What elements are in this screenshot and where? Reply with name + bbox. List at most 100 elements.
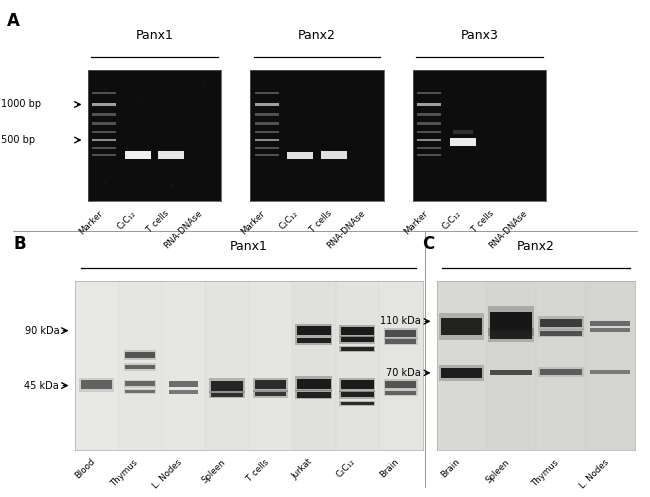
Text: 90 kDa: 90 kDa: [25, 326, 59, 335]
Bar: [417, 122, 441, 125]
Bar: [341, 380, 374, 389]
Text: 500 bp: 500 bp: [1, 135, 35, 145]
Bar: [255, 113, 279, 115]
Bar: [125, 381, 155, 387]
Bar: [118, 281, 162, 450]
Bar: [339, 325, 376, 337]
Bar: [255, 154, 279, 157]
Bar: [417, 139, 441, 141]
Bar: [295, 325, 333, 337]
Bar: [255, 380, 286, 389]
Bar: [295, 376, 333, 392]
Text: T cells: T cells: [471, 209, 496, 235]
Bar: [540, 319, 582, 327]
Bar: [379, 281, 422, 450]
Bar: [439, 365, 484, 381]
Bar: [486, 281, 536, 450]
Bar: [441, 368, 482, 378]
Bar: [341, 337, 374, 342]
Bar: [538, 316, 584, 330]
Point: [99, 177, 110, 185]
Text: Thymus: Thymus: [530, 457, 561, 488]
Bar: [320, 151, 346, 159]
Bar: [339, 378, 376, 392]
Text: Panx2: Panx2: [298, 29, 336, 42]
Bar: [538, 329, 584, 337]
Text: C₂C₁₂: C₂C₁₂: [335, 457, 358, 480]
Bar: [590, 321, 630, 326]
Bar: [81, 380, 112, 389]
Bar: [384, 390, 418, 396]
Bar: [385, 391, 417, 395]
Text: Panx2: Panx2: [517, 241, 555, 253]
Bar: [124, 350, 156, 360]
Bar: [452, 130, 473, 134]
Text: Panx1: Panx1: [229, 241, 268, 253]
Bar: [488, 328, 534, 341]
Text: Brain: Brain: [378, 457, 401, 480]
Text: B: B: [13, 236, 25, 253]
Bar: [339, 346, 376, 352]
Bar: [205, 281, 248, 450]
Bar: [92, 103, 116, 106]
Text: C₂C₁₂: C₂C₁₂: [116, 209, 138, 231]
Bar: [125, 352, 155, 358]
Bar: [590, 328, 630, 331]
Bar: [417, 147, 441, 149]
Text: Spleen: Spleen: [200, 457, 227, 485]
Bar: [255, 103, 279, 106]
Text: T cells: T cells: [308, 209, 333, 235]
Text: T cells: T cells: [244, 457, 270, 483]
Text: RNA-DNAse: RNA-DNAse: [162, 209, 204, 250]
Bar: [92, 131, 116, 133]
Bar: [417, 131, 441, 133]
Text: Jurkat: Jurkat: [290, 457, 314, 481]
Bar: [255, 147, 279, 149]
Text: A: A: [6, 12, 20, 30]
Text: C₂C₁₂: C₂C₁₂: [278, 209, 300, 231]
Text: Panx1: Panx1: [135, 29, 174, 42]
Bar: [92, 113, 116, 115]
Text: Brain: Brain: [439, 457, 462, 480]
Bar: [417, 92, 441, 94]
Text: 70 kDa: 70 kDa: [387, 368, 421, 378]
Bar: [540, 369, 582, 375]
Bar: [490, 369, 532, 375]
Point: [133, 92, 143, 100]
Text: 45 kDa: 45 kDa: [25, 381, 59, 391]
Bar: [255, 392, 286, 397]
Bar: [158, 151, 184, 160]
Bar: [339, 336, 376, 344]
Text: Thymus: Thymus: [109, 457, 140, 488]
Bar: [385, 339, 417, 344]
Bar: [125, 390, 155, 393]
Bar: [255, 139, 279, 141]
Bar: [75, 281, 118, 450]
Bar: [339, 391, 376, 399]
Bar: [92, 92, 116, 94]
Text: RNA-DNAse: RNA-DNAse: [488, 209, 529, 250]
Bar: [295, 337, 333, 345]
Bar: [124, 363, 156, 371]
Text: RNA-DNAse: RNA-DNAse: [325, 209, 367, 250]
Text: T cells: T cells: [146, 209, 171, 235]
Text: L. Nodes: L. Nodes: [151, 457, 183, 490]
Bar: [125, 365, 155, 369]
Bar: [490, 331, 532, 339]
Text: Marker: Marker: [239, 209, 267, 236]
Bar: [162, 281, 205, 450]
Bar: [292, 281, 335, 450]
Bar: [417, 103, 441, 106]
Bar: [450, 138, 476, 146]
Bar: [124, 380, 156, 388]
Bar: [125, 151, 151, 160]
Bar: [297, 327, 331, 335]
Bar: [209, 391, 244, 399]
Bar: [297, 379, 331, 389]
Text: Spleen: Spleen: [484, 457, 511, 485]
Bar: [341, 347, 374, 351]
Bar: [335, 281, 379, 450]
Bar: [287, 152, 313, 159]
Text: C₂C₁₂: C₂C₁₂: [441, 209, 463, 231]
Bar: [211, 381, 243, 391]
